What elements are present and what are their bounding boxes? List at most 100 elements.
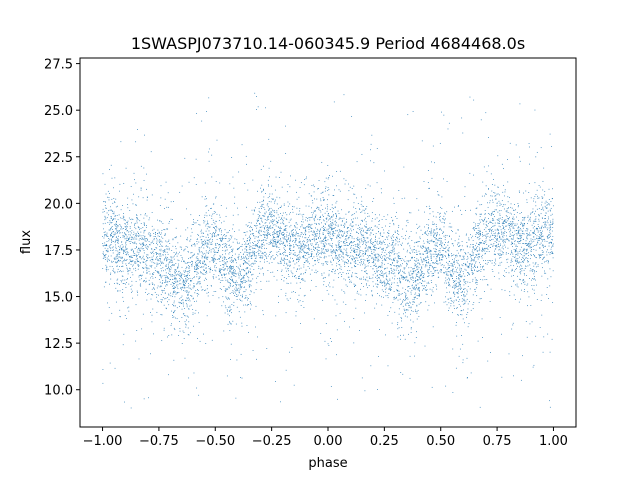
data-point <box>305 234 306 236</box>
data-point <box>286 298 288 300</box>
data-point <box>283 264 285 266</box>
data-point <box>280 232 282 234</box>
data-point <box>200 272 202 274</box>
data-point <box>464 302 466 304</box>
data-point <box>136 222 138 224</box>
data-point <box>412 321 414 323</box>
data-point <box>397 257 399 259</box>
data-point <box>168 262 170 264</box>
data-point <box>186 297 188 299</box>
data-point <box>421 245 423 247</box>
data-point <box>302 301 304 302</box>
data-point <box>103 255 105 257</box>
data-point <box>549 228 551 230</box>
data-point <box>304 237 306 239</box>
data-point <box>538 236 540 238</box>
data-point <box>329 231 331 233</box>
data-point <box>308 263 310 265</box>
data-point <box>262 310 264 312</box>
data-point <box>299 248 301 250</box>
data-point <box>359 240 361 242</box>
data-point <box>111 234 112 236</box>
data-point <box>333 230 335 232</box>
data-point <box>322 191 324 193</box>
data-point <box>267 226 268 228</box>
data-point <box>113 241 114 242</box>
data-point <box>110 244 112 245</box>
data-point <box>483 241 485 242</box>
data-point <box>199 278 200 279</box>
data-point <box>521 257 523 259</box>
data-point <box>285 229 287 231</box>
data-point <box>362 209 364 211</box>
data-point <box>226 247 228 248</box>
data-point <box>298 259 300 261</box>
data-point <box>328 270 330 271</box>
data-point <box>549 224 551 226</box>
data-point <box>230 265 231 267</box>
data-point <box>162 254 164 256</box>
data-point <box>172 317 174 318</box>
data-point <box>320 200 322 202</box>
data-point <box>432 221 434 223</box>
data-point <box>511 241 513 243</box>
data-point <box>263 234 265 235</box>
data-point <box>117 260 119 262</box>
data-point <box>308 244 309 246</box>
data-point <box>381 248 383 250</box>
data-point <box>525 249 527 251</box>
data-point <box>277 234 279 236</box>
data-point <box>450 305 452 307</box>
data-point <box>442 247 444 249</box>
data-point <box>411 310 412 312</box>
data-point <box>282 241 284 243</box>
data-point <box>387 263 389 264</box>
data-point <box>405 289 406 290</box>
data-point <box>395 240 397 242</box>
data-point <box>473 221 475 223</box>
data-point <box>460 249 462 251</box>
data-point <box>147 233 149 235</box>
data-point <box>356 161 358 163</box>
data-point <box>130 248 132 250</box>
data-point <box>229 183 231 185</box>
data-point <box>373 249 375 250</box>
data-point <box>495 254 496 256</box>
data-point <box>224 263 226 265</box>
data-point <box>412 271 414 272</box>
data-point <box>403 313 404 315</box>
data-point <box>546 294 548 295</box>
data-point <box>467 252 469 254</box>
data-point <box>304 294 306 296</box>
data-point <box>119 309 121 311</box>
data-point <box>183 261 184 262</box>
data-point <box>275 241 277 242</box>
data-point <box>544 238 545 240</box>
data-point <box>378 266 380 268</box>
data-point <box>152 273 153 274</box>
data-point <box>274 211 276 213</box>
data-point <box>129 256 131 258</box>
data-point <box>486 244 488 245</box>
data-point <box>523 225 525 227</box>
data-point <box>521 268 523 269</box>
data-point <box>223 330 225 332</box>
data-point <box>152 294 154 296</box>
data-point <box>416 274 418 275</box>
data-point <box>417 280 419 281</box>
data-point <box>320 242 322 244</box>
data-point <box>422 280 424 282</box>
data-point <box>328 224 330 226</box>
data-point <box>162 270 164 272</box>
data-point <box>213 222 215 223</box>
data-point <box>218 258 220 260</box>
data-point <box>289 297 291 299</box>
data-point <box>241 243 243 245</box>
data-point <box>345 239 347 241</box>
data-point <box>444 272 445 274</box>
data-point <box>102 243 104 244</box>
data-point <box>419 264 421 266</box>
data-point <box>277 222 279 224</box>
data-point <box>439 229 441 230</box>
data-point <box>474 257 475 258</box>
